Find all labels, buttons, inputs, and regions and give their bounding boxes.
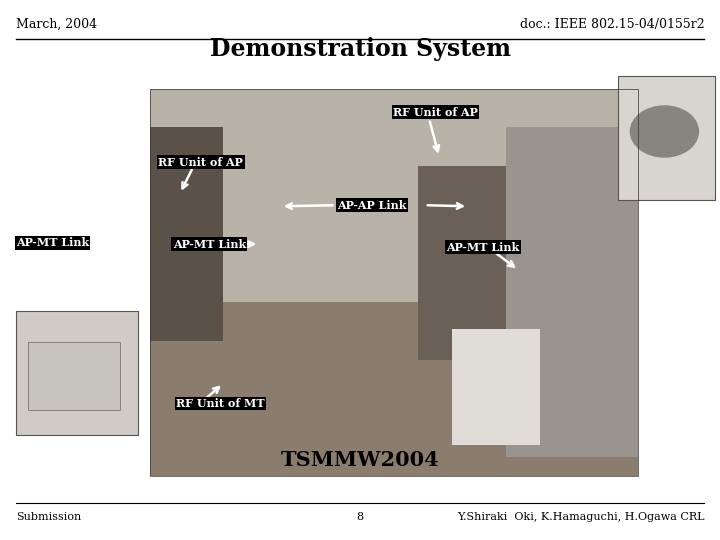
Text: March, 2004: March, 2004	[16, 18, 97, 31]
Bar	[618, 76, 715, 200]
Bar	[150, 302, 638, 476]
Text: AP-MT Link: AP-MT Link	[16, 238, 89, 248]
Bar	[150, 89, 638, 302]
Text: AP-MT Link: AP-MT Link	[446, 242, 520, 253]
Text: TSMMW2004: TSMMW2004	[281, 450, 439, 470]
Text: Y.Shiraki  Oki, K.Hamaguchi, H.Ogawa CRL: Y.Shiraki Oki, K.Hamaguchi, H.Ogawa CRL	[456, 512, 704, 522]
Text: RF Unit of MT: RF Unit of MT	[176, 398, 265, 409]
Bar	[452, 329, 540, 446]
Bar	[150, 89, 638, 476]
Text: RF Unit of AP: RF Unit of AP	[158, 157, 243, 167]
Text: AP-MT Link: AP-MT Link	[173, 239, 246, 249]
Text: Demonstration System: Demonstration System	[210, 37, 510, 60]
Bar	[418, 166, 506, 360]
Bar	[150, 127, 223, 341]
Circle shape	[631, 106, 698, 157]
Text: AP-AP Link: AP-AP Link	[337, 200, 407, 211]
Text: doc.: IEEE 802.15-04/0155r2: doc.: IEEE 802.15-04/0155r2	[520, 18, 704, 31]
Bar	[28, 341, 120, 410]
Bar	[506, 127, 638, 457]
Text: Submission: Submission	[16, 512, 81, 522]
Text: RF Unit of AP: RF Unit of AP	[393, 107, 478, 118]
Text: 8: 8	[356, 512, 364, 522]
Bar	[16, 310, 138, 435]
